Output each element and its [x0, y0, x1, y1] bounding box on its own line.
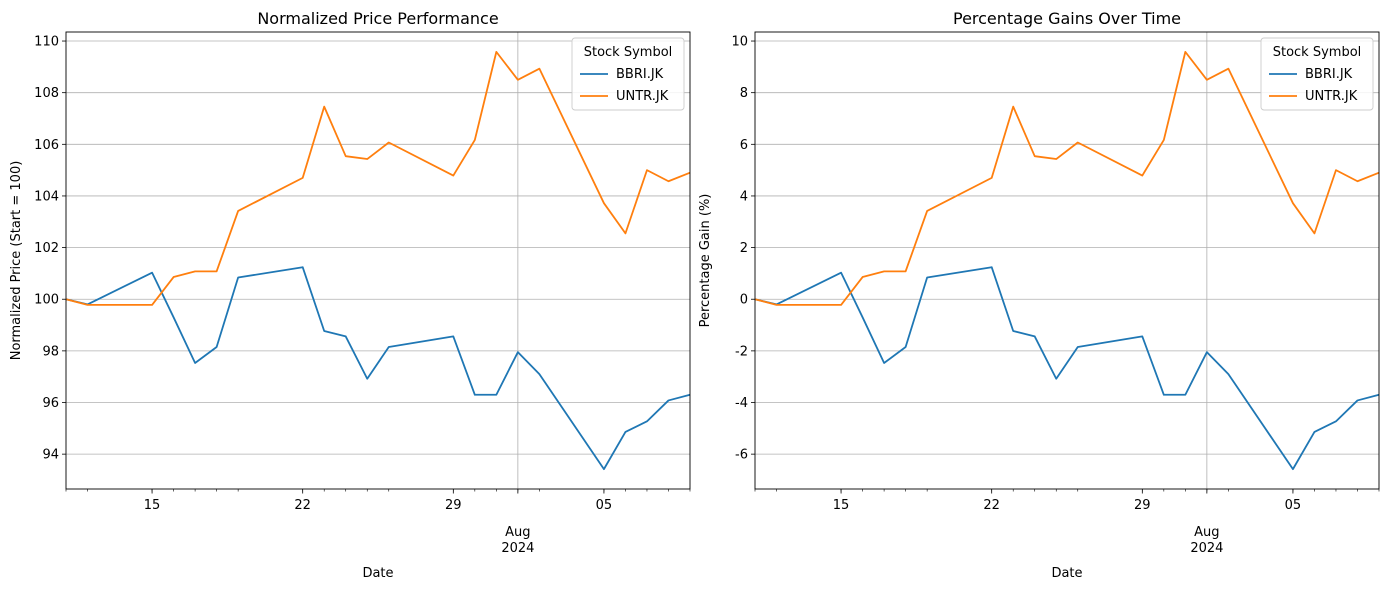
chart-title: Percentage Gains Over Time — [953, 9, 1181, 28]
legend: Stock Symbol BBRI.JK UNTR.JK — [1260, 37, 1374, 111]
x-tick-label: 22 — [294, 498, 311, 513]
axes-frame — [65, 31, 691, 490]
x-year-label: 2024 — [501, 541, 534, 556]
y-axis-label: Percentage Gain (%) — [698, 194, 713, 328]
legend-label: UNTR.JK — [1305, 89, 1358, 104]
legend-label: BBRI.JK — [1305, 67, 1353, 82]
series-line-untr-jk — [65, 50, 691, 306]
y-tick-label: 4 — [740, 189, 748, 204]
y-tick-label: 2 — [740, 241, 748, 256]
y-tick-label: 10 — [731, 35, 748, 50]
y-tick-label: 96 — [42, 396, 59, 411]
x-month-label: Aug — [1194, 525, 1219, 540]
x-tick-label: 22 — [983, 498, 1000, 513]
series-line-bbri-jk — [754, 266, 1380, 471]
y-axis-label: Normalized Price (Start = 100) — [9, 161, 24, 361]
x-axis-label: Date — [1051, 566, 1082, 581]
y-tick-label: 8 — [740, 86, 748, 101]
y-tick-label: 108 — [34, 86, 59, 101]
x-tick-label: 29 — [445, 498, 462, 513]
x-axis-label: Date — [362, 566, 393, 581]
legend: Stock Symbol BBRI.JK UNTR.JK — [571, 37, 685, 111]
y-tick-label: -6 — [735, 448, 748, 463]
x-month-label: Aug — [505, 525, 530, 540]
x-tick-label: 05 — [1285, 498, 1302, 513]
legend-label: UNTR.JK — [616, 89, 669, 104]
x-tick-label: 29 — [1134, 498, 1151, 513]
axes-frame — [754, 31, 1380, 490]
y-tick-label: 98 — [42, 344, 59, 359]
x-year-label: 2024 — [1190, 541, 1223, 556]
legend-title: Stock Symbol — [584, 45, 673, 60]
y-tick-label: -2 — [735, 344, 748, 359]
y-tick-label: 0 — [740, 293, 748, 308]
legend-box — [571, 37, 685, 111]
y-tick-label: 94 — [42, 448, 59, 463]
y-tick-label: 106 — [34, 138, 59, 153]
x-tick-label: 15 — [833, 498, 850, 513]
y-tick-label: 6 — [740, 138, 748, 153]
legend-label: BBRI.JK — [616, 67, 664, 82]
chart-title: Normalized Price Performance — [257, 9, 498, 28]
y-tick-label: 100 — [34, 293, 59, 308]
y-tick-label: 110 — [34, 35, 59, 50]
y-tick-label: -4 — [735, 396, 748, 411]
y-tick-label: 104 — [34, 189, 59, 204]
y-tick-label: 102 — [34, 241, 59, 256]
x-tick-label: 05 — [596, 498, 613, 513]
x-tick-label: 15 — [144, 498, 161, 513]
legend-title: Stock Symbol — [1273, 45, 1362, 60]
series-line-untr-jk — [754, 50, 1380, 306]
legend-box — [1260, 37, 1374, 111]
series-line-bbri-jk — [65, 266, 691, 471]
